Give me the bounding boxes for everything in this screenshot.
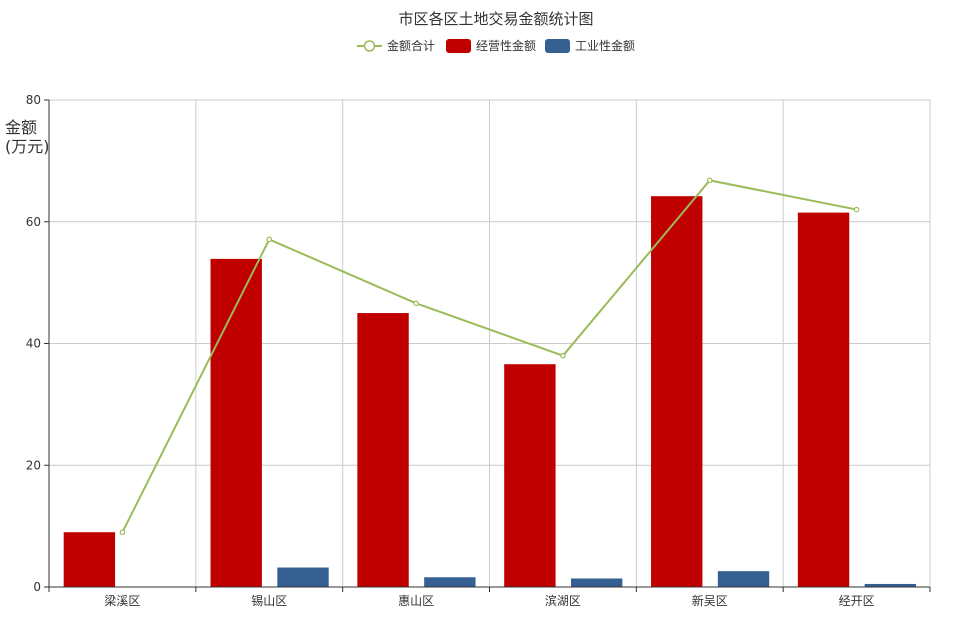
line-path xyxy=(121,179,857,533)
y-tick-label: 0 xyxy=(33,580,41,594)
y-axis-label-line-1: 金额 xyxy=(5,118,37,137)
legend-label: 经营性金额 xyxy=(476,38,536,53)
y-tick-label: 40 xyxy=(26,337,41,351)
x-tick-label: 锡山区 xyxy=(251,593,287,608)
legend[interactable]: 金额合计 经营性金额 工业性金额 xyxy=(357,38,635,53)
line-point[interactable] xyxy=(853,206,860,213)
grid-lines xyxy=(49,99,931,587)
line-point[interactable] xyxy=(413,300,419,307)
bar[interactable] xyxy=(63,532,116,587)
bar[interactable] xyxy=(570,578,623,587)
legend-marker xyxy=(363,40,376,52)
y-axis-label-line-2: (万元) xyxy=(5,137,50,156)
line-point[interactable] xyxy=(706,177,713,184)
chart-title: 市区各区土地交易金额统计图 xyxy=(398,10,593,28)
legend-item[interactable]: 金额合计 xyxy=(357,38,435,53)
bar-series xyxy=(63,196,917,587)
bar[interactable] xyxy=(717,571,770,587)
bar[interactable] xyxy=(357,313,409,587)
bar[interactable] xyxy=(864,583,917,587)
bar-series-group xyxy=(63,196,850,587)
bar[interactable] xyxy=(504,364,556,587)
line-series xyxy=(119,177,860,536)
x-tick-label: 滨湖区 xyxy=(545,593,581,608)
y-tick-label: 20 xyxy=(26,458,41,472)
bar[interactable] xyxy=(797,212,850,587)
legend-label: 金额合计 xyxy=(387,38,435,53)
bar-series-group xyxy=(277,567,917,587)
bar[interactable] xyxy=(210,258,262,587)
x-tick-label: 梁溪区 xyxy=(104,593,140,608)
legend-item[interactable]: 工业性金额 xyxy=(545,38,635,53)
line-point[interactable] xyxy=(560,352,566,359)
legend-item[interactable]: 经营性金额 xyxy=(446,38,536,53)
axes: 0 20 40 60 80 梁溪区 锡山区 惠山区 滨湖区 新吴区 经开区 xyxy=(26,93,931,608)
legend-color-swatch xyxy=(545,39,570,53)
x-tick-label: 经开区 xyxy=(839,594,875,608)
legend-label: 工业性金额 xyxy=(575,38,635,53)
line-point[interactable] xyxy=(266,236,273,243)
y-tick-label: 60 xyxy=(26,215,41,229)
bar[interactable] xyxy=(277,567,329,587)
x-tick-label: 新吴区 xyxy=(692,593,728,608)
legend-color-swatch xyxy=(446,39,471,53)
bar[interactable] xyxy=(424,577,476,587)
line-point[interactable] xyxy=(119,529,126,536)
y-tick-label: 80 xyxy=(26,93,41,107)
bar[interactable] xyxy=(651,196,703,587)
x-tick-label: 惠山区 xyxy=(398,594,434,608)
